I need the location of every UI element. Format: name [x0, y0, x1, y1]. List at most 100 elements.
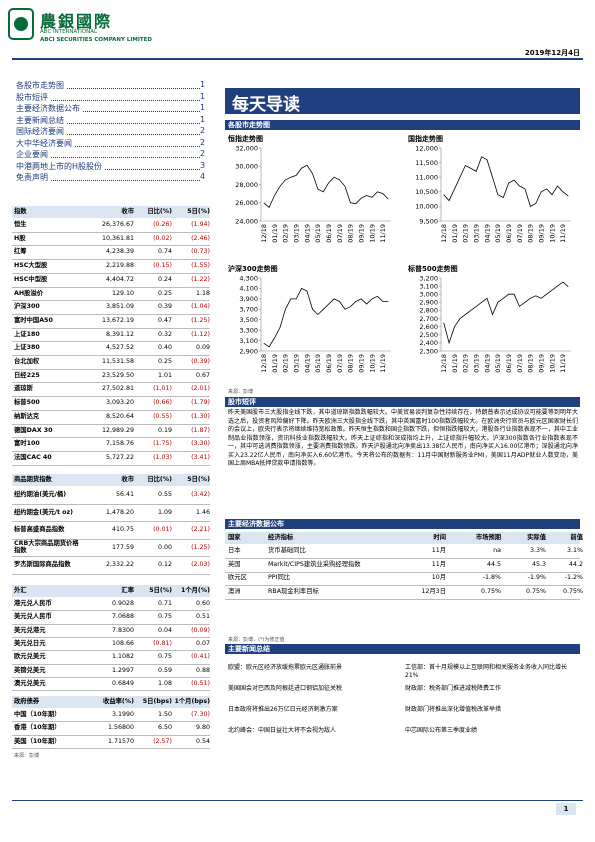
table-cell: 0.55 — [157, 491, 172, 498]
y-tick-label: 2,500 — [419, 331, 438, 339]
line-chart: 2,900 3,100 3,300 3,500 3,700 3,900 4,100 4,300… — [239, 274, 391, 373]
banner — [225, 88, 580, 114]
table-cell: 纳斯达克 — [14, 412, 40, 420]
toc-title: 中港两地上市的H股股份 — [16, 160, 105, 172]
table-cell: 7.0688 — [111, 613, 134, 621]
table-cell: (7.30) — [191, 711, 210, 718]
row-rule — [12, 521, 210, 522]
table-cell: (0.02) — [153, 234, 172, 242]
table-header: 收益率(%) — [103, 698, 134, 705]
table-cell: Markit/CIPS建筑业采购经理指数 — [268, 560, 361, 568]
toc-page: 1 — [200, 114, 206, 124]
toc-title: 各股市走势图 — [16, 80, 66, 91]
table-cell: 1.2997 — [111, 666, 134, 674]
table-cell: (1.87) — [191, 426, 210, 434]
table-cell: (1.04) — [191, 303, 210, 311]
table-cell: 英国 — [228, 560, 241, 568]
rule — [12, 58, 583, 60]
table-header-bg — [12, 206, 210, 218]
x-tick-label: 10/19 — [548, 224, 556, 243]
table-cell: 0.88 — [195, 666, 210, 674]
table-cell: 0.24 — [157, 275, 172, 283]
table-header: 指数 — [14, 208, 27, 215]
y-tick-label: 3,100 — [419, 282, 438, 290]
table-cell: 13,672.19 — [101, 316, 134, 324]
table-cell: (0.81) — [153, 639, 172, 647]
table-cell: 日经225 — [14, 371, 40, 379]
x-tick-label: 03/19 — [293, 224, 301, 243]
row-rule — [12, 327, 210, 329]
row-rule — [12, 663, 210, 665]
source: 来源：彭博，(*)为修正值 — [228, 637, 285, 643]
table-cell: 0.67 — [195, 371, 210, 379]
table-cell: (1.79) — [191, 399, 210, 407]
table-cell: 1.46 — [195, 508, 210, 516]
x-tick-label: 04/19 — [483, 224, 491, 243]
table-header: 1个月(%) — [180, 587, 210, 594]
table-header: 5日(bps) — [142, 698, 172, 705]
row-rule — [12, 623, 210, 625]
price-line — [263, 164, 389, 208]
table-cell: (1.22) — [191, 275, 210, 283]
table-cell: 11月 — [431, 560, 446, 568]
table-cell: 美国（10年期） — [14, 737, 61, 745]
table-cell: 纽约期金(美元/t oz) — [14, 508, 74, 516]
x-tick-label: 08/19 — [347, 354, 355, 373]
table-cell: 12,989.29 — [101, 426, 134, 434]
table-cell: -1.9% — [527, 574, 546, 581]
x-tick-label: 12/18 — [440, 224, 448, 243]
table-cell: (2.57) — [153, 737, 172, 745]
y-tick-label: 12,000 — [415, 144, 438, 152]
table-cell: 0.25 — [157, 358, 172, 365]
x-tick-label: 12/18 — [260, 354, 268, 373]
table-header-bg — [12, 696, 210, 708]
table-cell: 1.08 — [157, 679, 172, 687]
toc-page: 3 — [200, 160, 206, 170]
table-cell: 美元兑日元 — [14, 639, 46, 647]
toc-page: 2 — [200, 149, 206, 158]
table-cell: 1.50 — [157, 711, 172, 718]
x-tick-label: 11/19 — [559, 224, 567, 243]
logo-cn: 農銀國際 — [40, 12, 113, 31]
x-tick-label: 01/19 — [451, 224, 459, 243]
y-tick-label: 11,500 — [415, 159, 438, 167]
y-tick-label: 24,000 — [235, 217, 258, 225]
y-tick-label: 4,100 — [239, 285, 258, 293]
row-rule — [12, 409, 210, 411]
row-rule — [12, 313, 210, 315]
table-cell: -1.8% — [482, 574, 501, 581]
table-cell: 货币基础同比 — [268, 547, 306, 554]
news-item: 欧盟：欧元区经济放缓拖累欧元区通胀前景 — [228, 664, 343, 671]
news-item: 财政部：税务部门推进减税降费工作 — [405, 685, 502, 692]
row-rule — [12, 231, 210, 233]
table-cell: (0.73) — [191, 248, 210, 256]
toc-title: 主要经济数据公布 — [16, 103, 82, 114]
logo-en: ABCI SECURITIES COMPANY LIMITED — [40, 37, 152, 43]
table-cell: 罗杰斯国际商品指数 — [14, 561, 71, 568]
table-cell: 44.5 — [486, 560, 501, 568]
toc-title: 股市短评 — [16, 91, 50, 103]
table-cell: (3.41) — [191, 453, 210, 461]
x-tick-label: 03/19 — [473, 354, 481, 373]
table-cell: 8,391.12 — [105, 330, 134, 338]
table-cell: 港元兑人民币 — [14, 600, 52, 607]
table-cell: RBA现金利率目标 — [268, 587, 319, 595]
table-cell: 11,531.58 — [101, 358, 134, 365]
table-cell: 0.19 — [157, 426, 172, 434]
logo-en: ABC INTERNATIONAL — [40, 29, 98, 35]
table-header-bg — [225, 532, 580, 544]
table-cell: (0.55) — [153, 412, 172, 420]
table-cell: (1.25) — [191, 543, 210, 551]
source: 来源：彭博 — [228, 389, 254, 395]
table-header: 市场预期 — [475, 534, 501, 541]
table-cell: H股 — [14, 234, 26, 242]
x-tick-label: 02/19 — [282, 224, 290, 243]
table-cell: 10月 — [431, 574, 446, 581]
date: 2019年12月4日 — [524, 49, 580, 57]
table-header: 商品期货指数 — [14, 476, 52, 483]
y-tick-label: 10,500 — [415, 188, 438, 196]
x-tick-label: 07/19 — [516, 224, 524, 243]
toc-leader — [16, 122, 202, 124]
table-header: 5日(%) — [187, 208, 210, 215]
table-cell: 富时中国A50 — [14, 316, 53, 324]
